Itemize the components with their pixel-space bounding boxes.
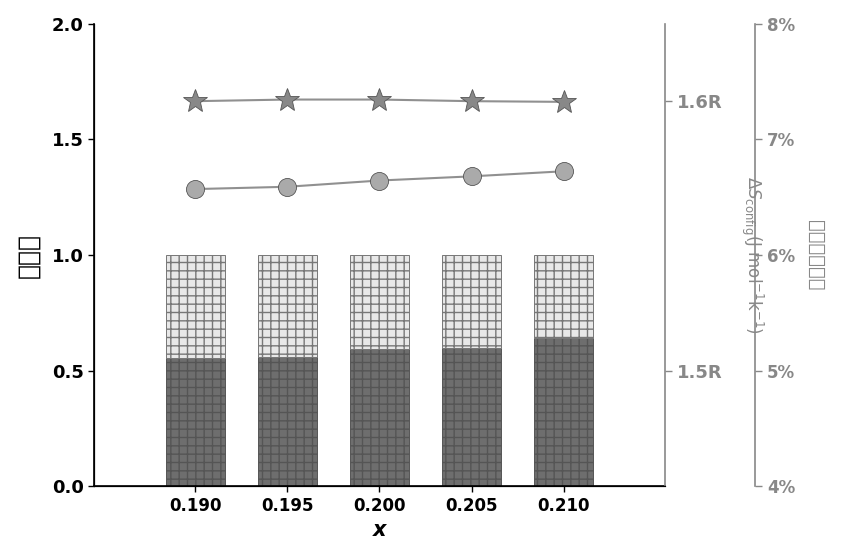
Bar (350, 255, 409, 349)
X-axis label: x: x (373, 520, 386, 540)
Bar (166, 255, 225, 358)
Y-axis label: 离子尺寸差异: 离子尺寸差异 (807, 220, 825, 290)
Bar (350, 349, 409, 486)
Bar (258, 255, 317, 357)
Bar (258, 357, 317, 486)
Bar (166, 358, 225, 486)
Bar (442, 348, 501, 486)
Bar (442, 255, 501, 348)
Y-axis label: 摩尔比: 摩尔比 (17, 232, 40, 277)
Y-axis label: $\Delta S_{\rm config}$(J mol$^{-1}$k$^{-1}$): $\Delta S_{\rm config}$(J mol$^{-1}$k$^{… (739, 176, 765, 334)
Bar (534, 338, 593, 486)
Bar (534, 255, 593, 338)
